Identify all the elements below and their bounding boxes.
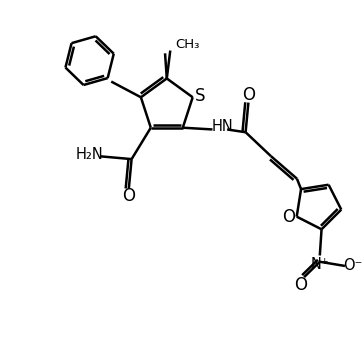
Text: O: O [122,188,135,206]
Text: O⁻: O⁻ [343,258,362,274]
Text: O: O [294,276,307,294]
Text: CH₃: CH₃ [175,38,200,51]
Text: O: O [282,208,296,226]
Text: N⁺: N⁺ [310,257,329,272]
Text: S: S [195,87,206,105]
Text: HN: HN [211,119,233,134]
Text: H₂N: H₂N [75,147,103,162]
Text: O: O [242,86,255,104]
